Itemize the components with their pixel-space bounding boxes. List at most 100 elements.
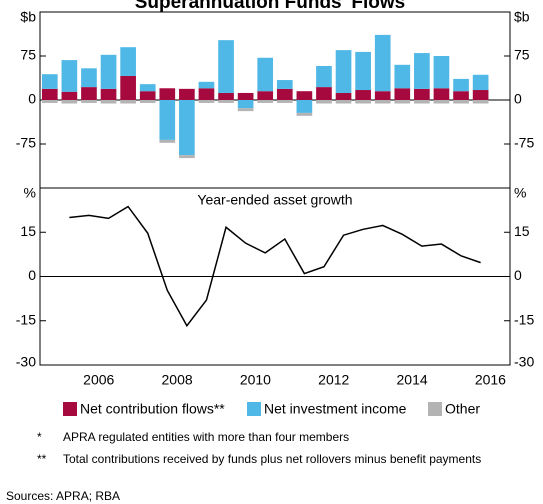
footnote-marker: * bbox=[37, 430, 42, 444]
sources: Sources: APRA; RBA bbox=[6, 489, 121, 503]
y-tick-label-right: 0 bbox=[514, 91, 522, 107]
x-tick-label: 2006 bbox=[83, 372, 114, 388]
bar bbox=[61, 91, 78, 100]
bar bbox=[139, 100, 156, 103]
bar bbox=[100, 88, 117, 100]
legend-label: Other bbox=[445, 401, 480, 417]
y-tick-label: % bbox=[24, 185, 36, 201]
bar bbox=[472, 90, 489, 100]
bar bbox=[237, 108, 254, 112]
x-tick-label: 2014 bbox=[397, 372, 428, 388]
x-tick-label: 2008 bbox=[162, 372, 193, 388]
y-tick-label-right: 75 bbox=[514, 47, 530, 63]
footnote-marker: ** bbox=[37, 452, 47, 466]
bar bbox=[81, 68, 97, 88]
y-tick-label: 0 bbox=[28, 91, 36, 107]
bar bbox=[296, 100, 313, 113]
bar bbox=[159, 88, 176, 100]
bar bbox=[120, 47, 136, 76]
bar bbox=[453, 78, 469, 92]
bar bbox=[374, 91, 391, 100]
y-tick-label-right: -75 bbox=[514, 135, 534, 151]
bar bbox=[472, 100, 489, 104]
bar bbox=[374, 34, 391, 92]
bar bbox=[100, 54, 117, 89]
bar bbox=[61, 60, 78, 92]
bar bbox=[414, 88, 430, 100]
legend-swatch bbox=[247, 402, 261, 416]
bar bbox=[472, 74, 489, 91]
bar bbox=[433, 88, 450, 100]
bar bbox=[414, 53, 430, 89]
bar bbox=[335, 50, 352, 93]
bar bbox=[179, 88, 195, 100]
bar bbox=[335, 100, 352, 104]
y-tick-label: 15 bbox=[20, 223, 36, 239]
bar bbox=[296, 112, 313, 116]
bar bbox=[179, 100, 195, 156]
legend-swatch bbox=[63, 402, 77, 416]
bar bbox=[433, 56, 450, 89]
bar bbox=[296, 91, 313, 100]
bar bbox=[218, 40, 234, 93]
y-tick-label: 0 bbox=[28, 267, 36, 283]
y-tick-label: -15 bbox=[16, 311, 36, 327]
bar bbox=[276, 88, 293, 100]
legend-label: Net contribution flows** bbox=[80, 401, 225, 417]
bar bbox=[453, 91, 469, 100]
y-tick-label-right: -15 bbox=[514, 311, 534, 327]
bar bbox=[316, 100, 332, 104]
bar bbox=[139, 84, 156, 92]
panel-annotation: Year-ended asset growth bbox=[197, 192, 352, 208]
legend-label: Net investment income bbox=[264, 401, 407, 417]
bar bbox=[374, 100, 391, 104]
bar bbox=[100, 100, 117, 104]
bar bbox=[276, 80, 293, 89]
bar bbox=[120, 100, 136, 104]
bar bbox=[198, 100, 215, 103]
bar bbox=[81, 100, 97, 103]
bar bbox=[198, 81, 215, 89]
bar bbox=[316, 87, 332, 100]
bar bbox=[394, 64, 411, 89]
bar bbox=[453, 100, 469, 104]
bar bbox=[159, 139, 176, 143]
bar bbox=[41, 74, 58, 89]
bar bbox=[355, 90, 371, 100]
x-tick-label: 2016 bbox=[475, 372, 506, 388]
bar bbox=[198, 88, 215, 100]
y-tick-label-right: -30 bbox=[514, 354, 534, 370]
chart-title: Superannuation Funds' Flows bbox=[135, 0, 406, 13]
y-tick-label-right: 15 bbox=[514, 223, 530, 239]
bar bbox=[355, 51, 371, 91]
bar bbox=[316, 65, 332, 88]
bar bbox=[179, 155, 195, 159]
x-tick-label: 2012 bbox=[318, 372, 349, 388]
line bbox=[69, 205, 481, 328]
bar bbox=[61, 100, 78, 104]
bar bbox=[120, 75, 136, 100]
bar bbox=[276, 100, 293, 103]
bar bbox=[433, 100, 450, 104]
chart: Superannuation Funds' Flows Year-ended a… bbox=[16, 0, 535, 417]
bar bbox=[41, 88, 58, 100]
bar bbox=[41, 100, 58, 103]
plot-frame bbox=[39, 187, 511, 366]
y-tick-label-right: 0 bbox=[514, 267, 522, 283]
bar bbox=[159, 100, 176, 140]
footnote-text: Total contributions received by funds pl… bbox=[63, 452, 482, 466]
bar bbox=[218, 92, 234, 100]
bar bbox=[257, 100, 274, 103]
bar bbox=[237, 92, 254, 100]
bar bbox=[335, 92, 352, 100]
bar bbox=[394, 100, 411, 104]
bar bbox=[414, 100, 430, 104]
legend-swatch bbox=[428, 402, 442, 416]
x-tick-label: 2010 bbox=[240, 372, 271, 388]
bar bbox=[355, 100, 371, 104]
bar bbox=[257, 57, 274, 92]
footnote-text: APRA regulated entities with more than f… bbox=[63, 430, 350, 444]
bar bbox=[218, 100, 234, 103]
y-tick-label-right: % bbox=[514, 185, 526, 201]
